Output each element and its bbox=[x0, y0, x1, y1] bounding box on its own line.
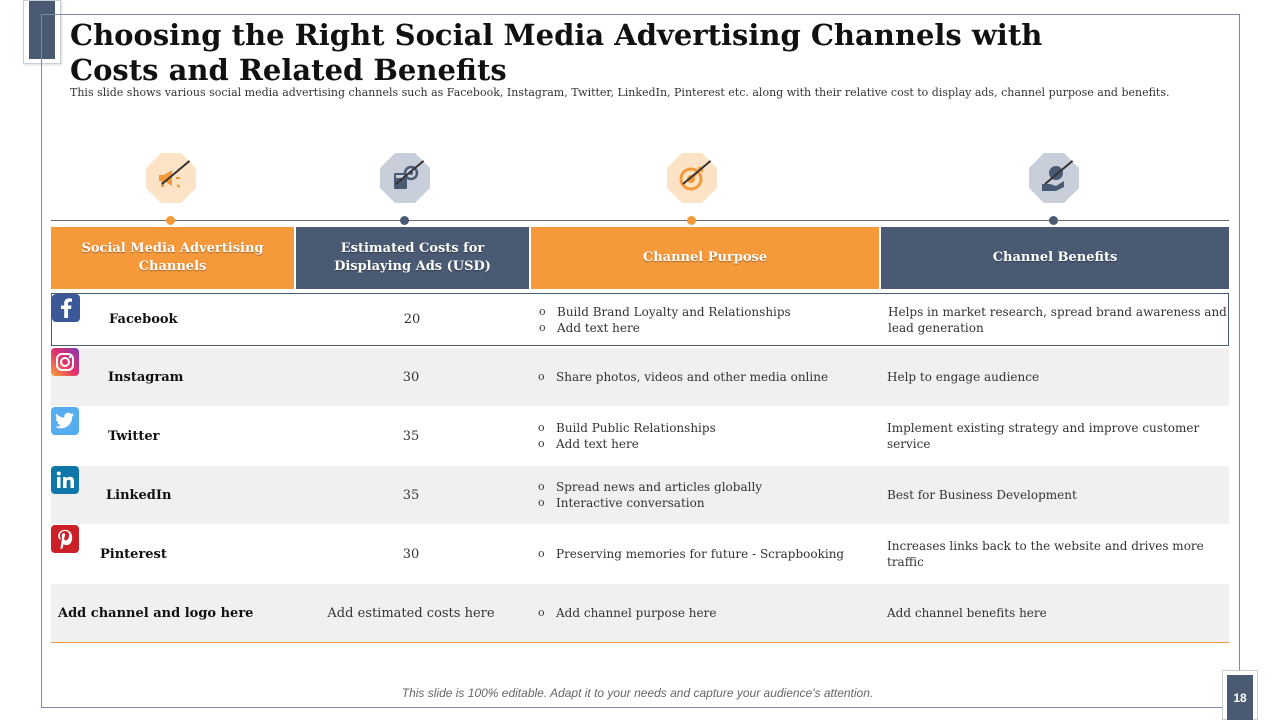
channel-cost: 30 bbox=[402, 546, 420, 562]
table-row: LinkedIn 35 o Spread news and articles gl… bbox=[51, 466, 1229, 524]
table-row: Add channel and logo here Add estimated … bbox=[51, 584, 1229, 642]
timeline-dot bbox=[400, 216, 409, 225]
linkedin-icon bbox=[51, 466, 79, 494]
channel-purpose: o Preserving memories for future - Scrapb… bbox=[538, 547, 845, 561]
slide-title: Choosing the Right Social Media Advertis… bbox=[70, 18, 1043, 87]
money-hand-icon bbox=[1029, 153, 1079, 203]
channel-cost: 35 bbox=[402, 428, 420, 444]
channel-benefit: Helps in market research, spread brand a… bbox=[888, 304, 1227, 335]
table-row: Facebook 20 o Build Brand Loyalty and Rel… bbox=[51, 293, 1229, 346]
pinterest-icon bbox=[51, 525, 79, 553]
channel-benefit: Help to engage audience bbox=[887, 370, 1040, 384]
channel-purpose: o Add channel purpose here bbox=[538, 606, 717, 620]
channel-cost: 20 bbox=[403, 312, 421, 327]
channel-benefit: Best for Business Development bbox=[887, 488, 1077, 502]
channel-purpose: o Spread news and articles globally o Inte… bbox=[538, 480, 763, 510]
footer-note: This slide is 100% editable. Adapt it to… bbox=[401, 686, 874, 700]
header-purpose: Channel Purpose bbox=[531, 227, 879, 289]
channel-cost: 30 bbox=[402, 369, 420, 385]
channel-name: LinkedIn bbox=[106, 487, 172, 503]
channel-name: Facebook bbox=[109, 312, 178, 327]
channel-benefit: Add channel benefits here bbox=[887, 606, 1047, 620]
table-row: Pinterest 30 o Preserving memories for fu… bbox=[51, 525, 1229, 583]
corner-tab bbox=[23, 0, 61, 64]
channel-cost: 35 bbox=[402, 487, 420, 503]
header-channels: Social Media Advertising Channels bbox=[51, 227, 294, 289]
timeline-line bbox=[51, 220, 1229, 221]
timeline-dot bbox=[166, 216, 175, 225]
page-number: 18 bbox=[1227, 675, 1253, 720]
channel-purpose: o Build Brand Loyalty and Relationships o… bbox=[539, 304, 791, 335]
slide-frame bbox=[41, 14, 1240, 708]
channel-cost: Add estimated costs here bbox=[327, 605, 495, 621]
table-row: Twitter 35 o Build Public Relationships o… bbox=[51, 407, 1229, 465]
facebook-icon bbox=[52, 294, 80, 322]
header-costs: Estimated Costs for Displaying Ads (USD) bbox=[296, 227, 529, 289]
timeline-dot bbox=[687, 216, 696, 225]
table-row: Instagram 30 o Share photos, videos and o… bbox=[51, 348, 1229, 406]
channel-benefit: Increases links back to the website and … bbox=[887, 539, 1204, 569]
channel-name: Twitter bbox=[108, 428, 160, 444]
channel-purpose: o Share photos, videos and other media on… bbox=[538, 370, 829, 384]
channel-name: Add channel and logo here bbox=[58, 605, 254, 621]
channel-name: Instagram bbox=[108, 369, 184, 385]
channel-purpose: o Build Public Relationships o Add text he… bbox=[538, 421, 716, 451]
page-number-tab: 18 bbox=[1222, 670, 1258, 720]
channel-benefit: Implement existing strategy and improve … bbox=[887, 421, 1200, 451]
instagram-icon bbox=[51, 348, 79, 376]
channel-name: Pinterest bbox=[100, 546, 167, 562]
header-benefits: Channel Benefits bbox=[881, 227, 1229, 289]
slide-subtitle: This slide shows various social media ad… bbox=[70, 86, 1170, 99]
twitter-icon bbox=[51, 407, 79, 435]
timeline-dot bbox=[1049, 216, 1058, 225]
table-bottom-rule bbox=[51, 642, 1229, 643]
